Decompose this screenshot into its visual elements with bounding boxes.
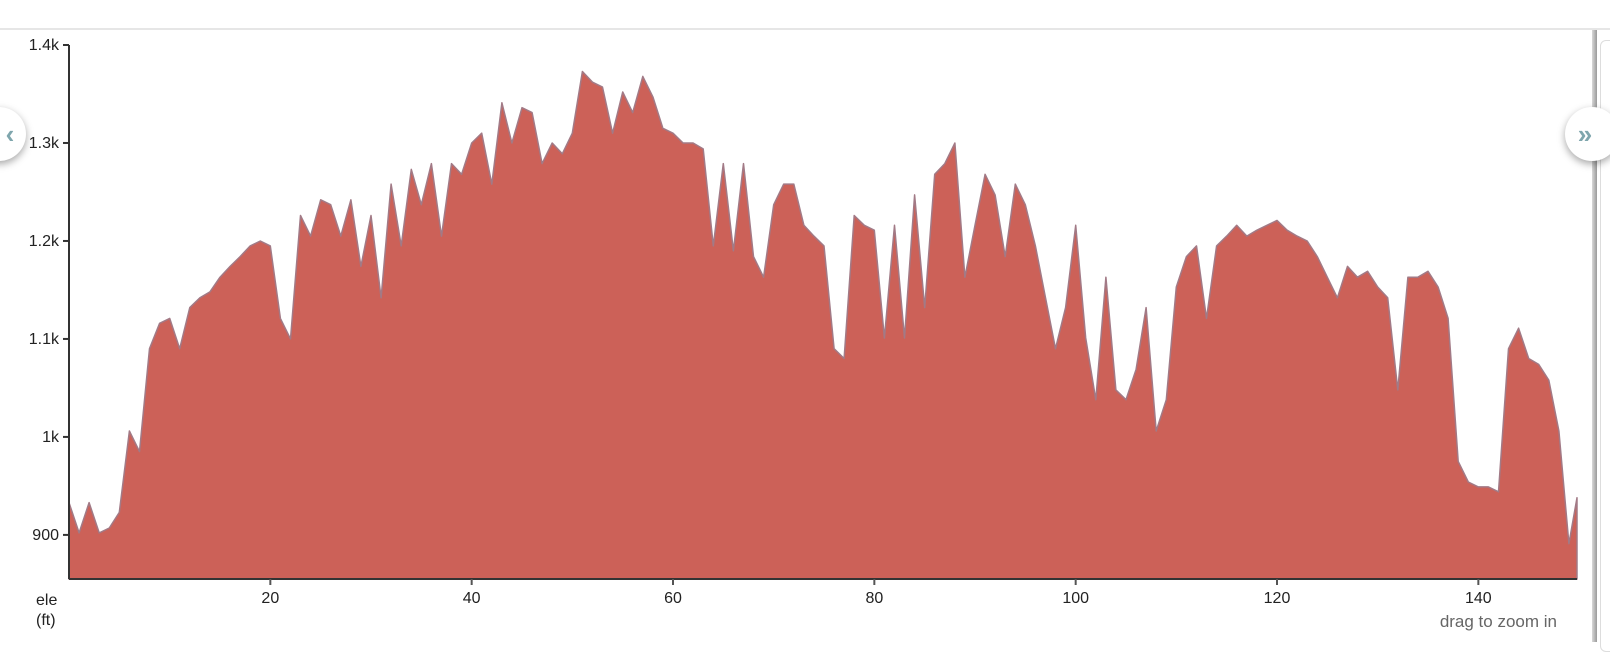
y-tick: 1.1k (29, 331, 69, 348)
x-tick-label: 140 (1465, 590, 1492, 607)
x-tick-label: 60 (664, 590, 682, 607)
y-tick-label: 1.4k (29, 37, 60, 54)
x-tick-label: 40 (463, 590, 481, 607)
y-tick-label: 1.1k (29, 331, 60, 348)
x-tick: 120 (1264, 579, 1291, 607)
y-axis-label-unit: (ft) (36, 612, 56, 629)
y-tick: 900 (32, 527, 69, 544)
chevron-left-icon: ‹ (5, 118, 15, 149)
y-tick-label: 1.2k (29, 233, 60, 250)
y-tick-label: 1k (42, 429, 60, 446)
y-tick-label: 900 (32, 527, 59, 544)
x-tick: 40 (463, 579, 481, 607)
area-layer (68, 70, 1578, 580)
x-tick: 100 (1062, 579, 1089, 607)
y-tick: 1.4k (29, 37, 69, 54)
top-divider (0, 28, 1610, 30)
y-tick: 1k (42, 429, 69, 446)
x-tick: 140 (1465, 579, 1492, 607)
x-axis: 20 40 60 80 100 120 140 (69, 578, 1577, 607)
elevation-area (68, 70, 1578, 580)
y-tick-label: 1.3k (29, 135, 60, 152)
y-tick: 1.3k (29, 135, 69, 152)
y-axis-label: ele (ft) (36, 591, 57, 631)
x-tick: 60 (664, 579, 682, 607)
y-tick: 1.2k (29, 233, 69, 250)
x-tick: 80 (865, 579, 883, 607)
zoom-hint: drag to zoom in (1439, 612, 1557, 631)
next-button[interactable]: » (1565, 107, 1610, 161)
x-tick-label: 20 (261, 590, 279, 607)
double-chevron-right-icon: » (1577, 118, 1593, 149)
x-tick-label: 80 (865, 590, 883, 607)
x-tick: 20 (261, 579, 279, 607)
side-panel-scrollbar[interactable] (1592, 30, 1597, 642)
x-tick-label: 100 (1062, 590, 1089, 607)
y-axis-label-line: ele (36, 592, 58, 609)
y-axis: 900 1k 1.1k 1.2k 1.3k 1.4k (29, 37, 70, 579)
x-tick-label: 120 (1264, 590, 1291, 607)
